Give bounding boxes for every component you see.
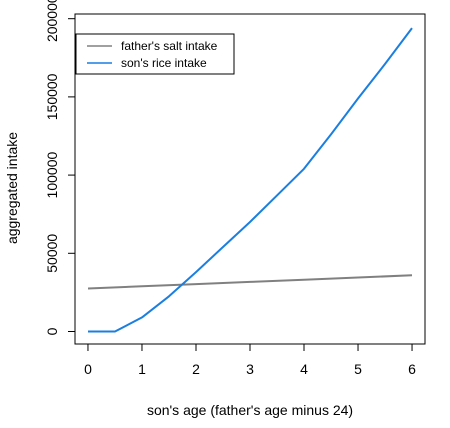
legend: father's salt intake son's rice intake	[75, 33, 235, 75]
x-tick-label: 3	[246, 361, 254, 377]
series-line	[87, 274, 413, 290]
y-axis-title: aggregated intake	[4, 132, 20, 244]
y-tick-label: 100000	[44, 152, 60, 199]
legend-box	[75, 33, 235, 75]
x-tick-label: 1	[138, 361, 146, 377]
x-tick-label: 6	[408, 361, 416, 377]
x-tick-label: 2	[192, 361, 200, 377]
x-tick-label: 0	[84, 361, 92, 377]
legend-label: son's rice intake	[121, 56, 207, 70]
x-axis: 0 1 2 3 4 5 6	[84, 343, 416, 377]
series-lines	[87, 27, 413, 333]
x-tick-label: 4	[300, 361, 308, 377]
x-axis-title: son's age (father's age minus 24)	[147, 402, 353, 418]
y-tick-label: 150000	[44, 73, 60, 120]
x-tick-label: 5	[354, 361, 362, 377]
legend-label: father's salt intake	[121, 39, 218, 53]
series-line	[88, 27, 413, 333]
y-tick-label: 50000	[44, 234, 60, 273]
y-axis: 0 50000 100000 150000 200000	[44, 0, 76, 335]
y-tick-label: 0	[44, 327, 60, 335]
y-tick-label: 200000	[44, 0, 60, 42]
